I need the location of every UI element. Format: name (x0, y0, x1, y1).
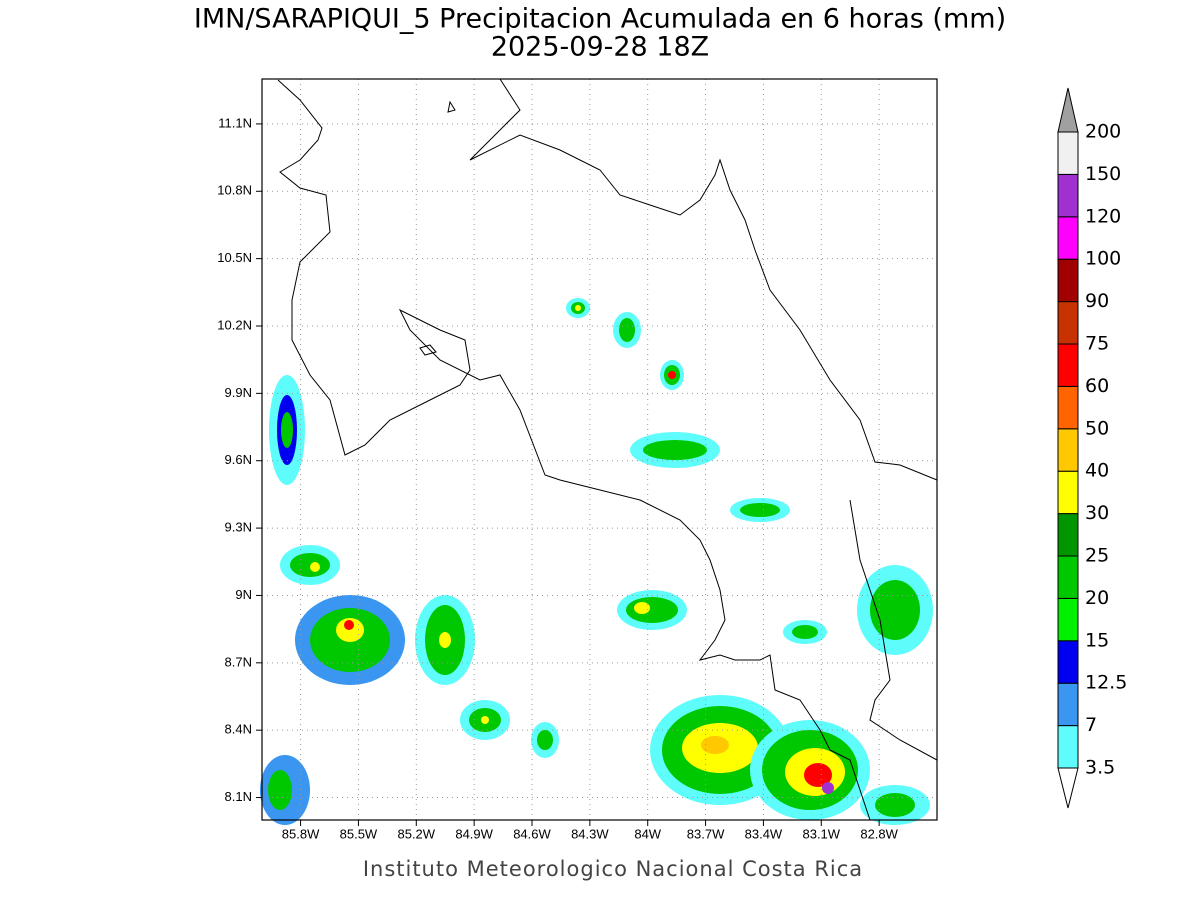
colorbar-box (1057, 470, 1079, 515)
rain-cell (630, 432, 720, 468)
x-tick-label: 84W (634, 826, 661, 841)
y-tick-label: 11.1N (218, 115, 252, 130)
caribbean-coast (469, 78, 938, 481)
colorbar-over (1057, 87, 1079, 133)
x-tick-label: 84.9W (455, 826, 493, 841)
colorbar-box (1057, 725, 1079, 769)
x-tick-label: 83.4W (745, 826, 783, 841)
x-tick-label: 83.7W (687, 826, 725, 841)
rain-cell (280, 545, 340, 585)
colorbar-label: 40 (1085, 460, 1109, 482)
y-tick-label: 10.8N (217, 183, 252, 198)
rain-cell (613, 312, 641, 348)
y-tick-label: 10.2N (217, 317, 252, 332)
colorbar-box (1057, 301, 1079, 345)
rain-cell (660, 360, 684, 390)
colorbar-box (1057, 682, 1079, 727)
rain-cell (460, 700, 510, 740)
colorbar-label: 25 (1085, 545, 1109, 567)
border (849, 499, 938, 761)
colorbar-box (1057, 555, 1079, 599)
x-tick-label: 85.2W (397, 826, 435, 841)
colorbar-box (1057, 131, 1079, 175)
colorbar-label: 50 (1085, 417, 1109, 439)
rain-cell (750, 720, 870, 820)
map-background (262, 79, 937, 820)
colorbar-box (1057, 640, 1079, 684)
y-tick-label: 9.3N (225, 520, 252, 535)
map-area (260, 78, 938, 825)
colorbar-box (1057, 597, 1079, 642)
rain-cell (415, 595, 475, 685)
rain-cell (617, 590, 687, 630)
y-tick-label: 8.1N (225, 789, 252, 804)
x-tick-label: 82.8W (860, 826, 898, 841)
coastlines (277, 78, 938, 821)
colorbar-box (1057, 513, 1079, 557)
x-tick-label: 83.1W (802, 826, 840, 841)
x-tick-label: 84.6W (513, 826, 551, 841)
y-tick-label: 8.7N (225, 654, 252, 669)
colorbar-label: 15 (1085, 629, 1109, 651)
colorbar-box (1057, 258, 1079, 303)
y-tick-label: 9.6N (225, 452, 252, 467)
colorbar-label: 3.5 (1085, 757, 1115, 779)
rain-cell (857, 565, 933, 655)
title: IMN/SARAPIQUI_5 Precipitacion Acumulada … (194, 4, 1006, 35)
colorbar-box (1057, 343, 1079, 387)
colorbar-box (1057, 428, 1079, 472)
rain-cell (730, 498, 790, 522)
colorbar-label: 75 (1085, 333, 1109, 355)
rain-cell (860, 785, 930, 825)
colorbar-label: 7 (1085, 714, 1097, 736)
y-tick-label: 9N (235, 587, 252, 602)
lake (447, 100, 456, 113)
y-tick-label: 9.9N (225, 385, 252, 400)
y-tick-label: 8.4N (225, 722, 252, 737)
subtitle: 2025-09-28 18Z (491, 32, 709, 63)
precipitation-field (260, 298, 933, 825)
colorbar-label: 200 (1085, 121, 1121, 143)
rain-cell (260, 755, 310, 825)
colorbar-label: 150 (1085, 163, 1121, 185)
colorbar-label: 120 (1085, 205, 1121, 227)
y-tick-label: 10.5N (217, 250, 252, 265)
map-frame (261, 78, 938, 821)
colorbar-label: 12.5 (1085, 672, 1127, 694)
colorbar-label: 60 (1085, 375, 1109, 397)
x-tick-label: 85.5W (340, 826, 378, 841)
colorbar-label: 20 (1085, 587, 1109, 609)
colorbar-box (1057, 385, 1079, 430)
island (419, 344, 437, 356)
rain-cell (566, 298, 590, 318)
pacific-coast (277, 79, 871, 821)
rain-cell (650, 695, 790, 805)
colorbar-label: 90 (1085, 290, 1109, 312)
colorbar-label: 30 (1085, 502, 1109, 524)
colorbar-box (1057, 216, 1079, 260)
rain-cell (295, 595, 405, 685)
colorbar-label: 100 (1085, 248, 1121, 270)
rain-cell (531, 722, 559, 758)
colorbar-box (1057, 173, 1079, 218)
rain-cell (783, 620, 827, 644)
rain-cell (269, 375, 305, 485)
colorbar-under (1057, 767, 1079, 809)
footer: Instituto Meteorologico Nacional Costa R… (363, 857, 863, 881)
x-tick-label: 84.3W (571, 826, 609, 841)
colorbar: 3.5 7 12.5 15 20 25 30 40 50 60 75 90 100 120 150 200 (1057, 87, 1127, 809)
x-tick-label: 85.8W (282, 826, 320, 841)
